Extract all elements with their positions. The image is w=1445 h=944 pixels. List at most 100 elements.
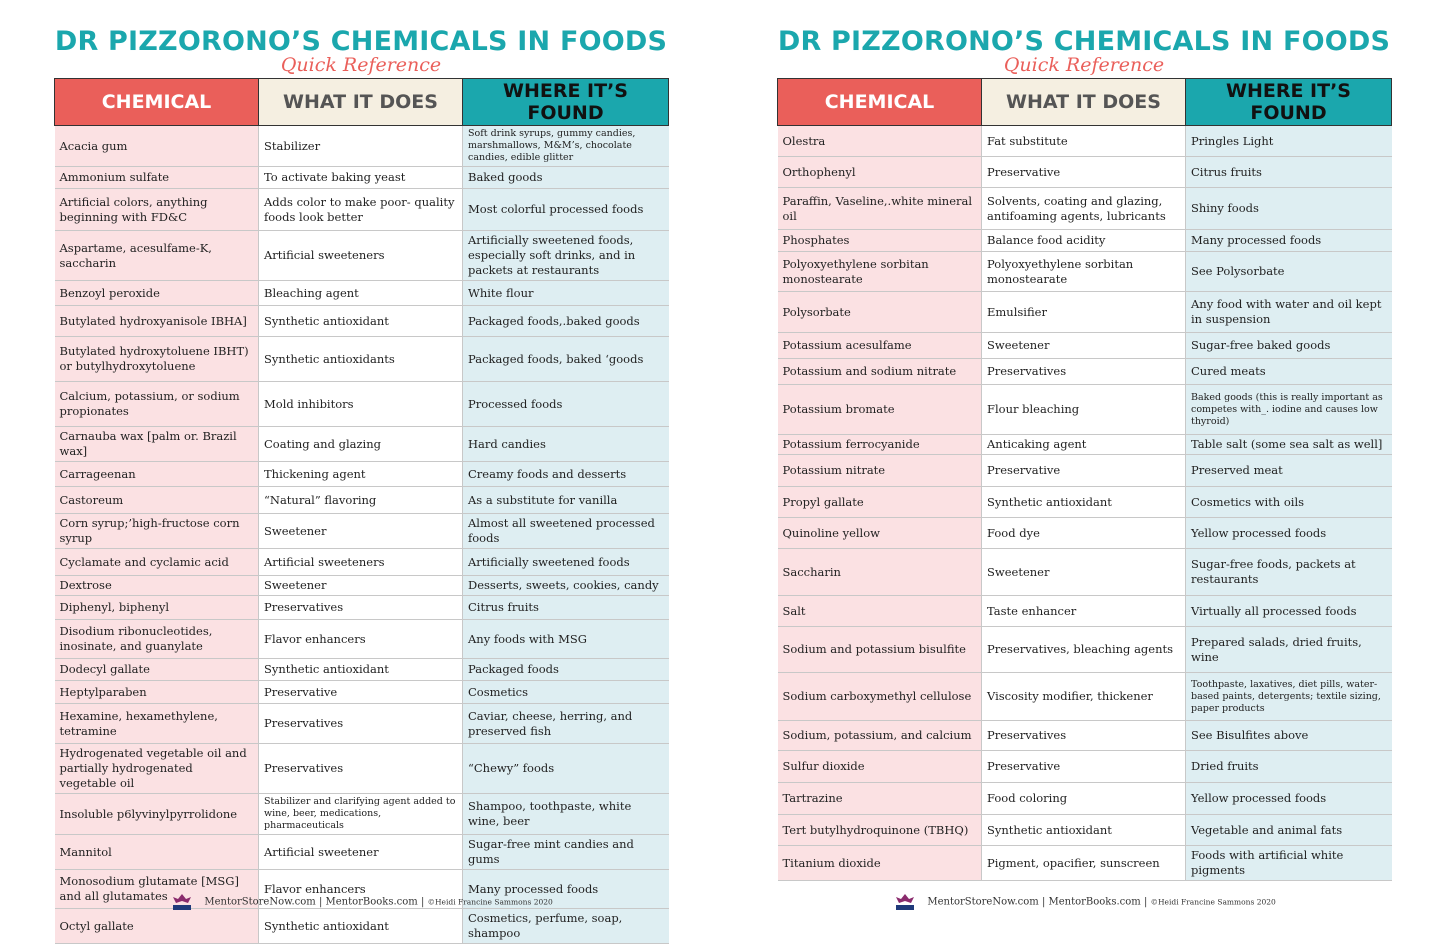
source-cell: Preserved meat — [1185, 454, 1392, 487]
source-cell: Caviar, cheese, herring, and preserved f… — [462, 703, 669, 744]
source-cell: Cosmetics, perfume, soap, shampoo — [462, 908, 669, 944]
source-cell: Artificially sweetened foods — [462, 548, 669, 576]
function-cell: Flavor enhancers — [258, 869, 463, 909]
source-cell: Dried fruits — [1185, 750, 1392, 783]
source-cell: See Polysorbate — [1185, 251, 1392, 292]
function-cell: Synthetic antioxidant — [258, 305, 463, 337]
source-cell: Foods with artificial white pigments — [1185, 845, 1392, 881]
table-row: Sodium and potassium bisulfite Preservati… — [777, 626, 1392, 673]
table-row: Orthophenyl Preservative Citrus fruits — [777, 156, 1392, 188]
chemical-cell: Calcium, potassium, or sodium propionate… — [54, 381, 259, 427]
function-cell: Stabilizer and clarifying agent added to… — [258, 793, 463, 835]
table-row: Butylated hydroxyanisole IBHA] Synthetic … — [54, 305, 669, 337]
function-cell: Artificial sweeteners — [258, 230, 463, 281]
function-cell: Balance food acidity — [981, 229, 1186, 252]
chemicals-table: CHEMICAL WHAT IT DOES WHERE IT’S FOUND A… — [54, 78, 669, 944]
page-title: DR PIZZORONO’S CHEMICALS IN FOODS — [54, 26, 668, 57]
source-cell: Desserts, sweets, cookies, candy — [462, 575, 669, 596]
table-row: Sulfur dioxide Preservative Dried fruits — [777, 750, 1392, 783]
table-row: Olestra Fat substitute Pringles Light — [777, 125, 1392, 157]
table-row: Calcium, potassium, or sodium propionate… — [54, 381, 669, 427]
table-row: Sodium, potassium, and calcium Preservati… — [777, 720, 1392, 751]
chemical-cell: Phosphates — [777, 229, 982, 252]
chemicals-table: CHEMICAL WHAT IT DOES WHERE IT’S FOUND O… — [777, 78, 1392, 881]
mentor-books-logo-icon — [896, 894, 915, 910]
function-cell: Artificial sweetener — [258, 834, 463, 870]
source-cell: Sugar-free mint candies and gums — [462, 834, 669, 870]
function-cell: Preservatives, bleaching agents — [981, 626, 1186, 673]
right-page: DR PIZZORONO’S CHEMICALS IN FOODS Quick … — [777, 0, 1392, 910]
source-cell: Yellow processed foods — [1185, 517, 1392, 549]
table-row: Tartrazine Food coloring Yellow processed … — [777, 782, 1392, 815]
source-cell: Yellow processed foods — [1185, 782, 1392, 815]
function-cell: “Natural” flavoring — [258, 486, 463, 514]
chemical-cell: Hexamine, hexamethylene, tetramine — [54, 703, 259, 744]
chemical-cell: Dextrose — [54, 575, 259, 596]
chemical-cell: Benzoyl peroxide — [54, 280, 259, 306]
page-subtitle: Quick Reference — [1003, 54, 1165, 76]
chemical-cell: Cyclamate and cyclamic acid — [54, 548, 259, 576]
table-row: Propyl gallate Synthetic antioxidant Cosme… — [777, 486, 1392, 518]
table-row: Disodium ribonucleotides, inosinate, and… — [54, 619, 669, 659]
source-cell: Hard candies — [462, 426, 669, 462]
function-cell: Anticaking agent — [981, 434, 1186, 455]
table-row: Salt Taste enhancer Virtually all processe… — [777, 595, 1392, 627]
source-cell: Shampoo, toothpaste, white wine, beer — [462, 793, 669, 835]
table-row: Potassium ferrocyanide Anticaking agent Ta… — [777, 434, 1392, 455]
chemical-cell: Insoluble p6lyvinylpyrrolidone — [54, 793, 259, 835]
chemical-cell: Carnauba wax [palm or. Brazil wax] — [54, 426, 259, 462]
left-page: DR PIZZORONO’S CHEMICALS IN FOODS Quick … — [54, 0, 669, 944]
function-cell: Food coloring — [981, 782, 1186, 815]
source-cell: Citrus fruits — [462, 595, 669, 620]
source-cell: Cosmetics with oils — [1185, 486, 1392, 518]
chemical-cell: Heptylparaben — [54, 680, 259, 704]
table-body: Olestra Fat substitute Pringles Light Ortho… — [777, 125, 1392, 881]
table-row: Sodium carboxymethyl cellulose Viscosity … — [777, 672, 1392, 721]
source-cell: Soft drink syrups, gummy candies, marshm… — [462, 125, 669, 167]
function-cell: Preservatives — [981, 720, 1186, 751]
footer-text: MentorStoreNow.com | MentorBooks.com | — [927, 896, 1151, 908]
function-cell: Bleaching agent — [258, 280, 463, 306]
source-cell: Virtually all processed foods — [1185, 595, 1392, 627]
source-cell: Baked goods — [462, 166, 669, 189]
chemical-cell: Potassium acesulfame — [777, 332, 982, 359]
chemical-cell: Sodium carboxymethyl cellulose — [777, 672, 982, 721]
footer-copyright: ©Heidi Francine Sammons 2020 — [427, 897, 553, 907]
function-cell: Fat substitute — [981, 125, 1186, 157]
function-cell: Preservative — [981, 156, 1186, 188]
function-cell: Sweetener — [258, 513, 463, 549]
table-row: Polyoxyethylene sorbitan monostearate Pol… — [777, 251, 1392, 292]
chemical-cell: Potassium ferrocyanide — [777, 434, 982, 455]
function-cell: Synthetic antioxidant — [981, 814, 1186, 846]
chemical-cell: Orthophenyl — [777, 156, 982, 188]
chemical-cell: Carrageenan — [54, 461, 259, 487]
function-cell: Preservative — [258, 680, 463, 704]
source-cell: Any foods with MSG — [462, 619, 669, 659]
function-cell: Mold inhibitors — [258, 381, 463, 427]
table-row: Castoreum “Natural” flavoring As a substit… — [54, 486, 669, 514]
function-cell: Preservatives — [258, 595, 463, 620]
chemical-cell: Polyoxyethylene sorbitan monostearate — [777, 251, 982, 292]
chemical-cell: Acacia gum — [54, 125, 259, 167]
source-cell: Processed foods — [462, 381, 669, 427]
chemical-cell: Tert butylhydroquinone (TBHQ) — [777, 814, 982, 846]
source-cell: Sugar-free baked goods — [1185, 332, 1392, 359]
table-row: Butylated hydroxytoluene IBHT) or butylh… — [54, 336, 669, 382]
table-row: Potassium and sodium nitrate Preservative… — [777, 358, 1392, 385]
chemical-cell: Disodium ribonucleotides, inosinate, and… — [54, 619, 259, 659]
function-cell: Preservative — [981, 454, 1186, 487]
chemical-cell: Dodecyl gallate — [54, 658, 259, 681]
table-row: Tert butylhydroquinone (TBHQ) Synthetic a… — [777, 814, 1392, 846]
function-cell: Viscosity modifier, thickener — [981, 672, 1186, 721]
chemical-cell: Artificial colors, anything beginning wi… — [54, 188, 259, 231]
table-row: Potassium bromate Flour bleaching Baked go… — [777, 384, 1392, 435]
function-cell: Thickening agent — [258, 461, 463, 487]
header-where-found: WHERE IT’S FOUND — [462, 78, 669, 126]
header-what-it-does: WHAT IT DOES — [258, 78, 463, 126]
source-cell: Sugar-free foods, packets at restaurants — [1185, 548, 1392, 596]
chemical-cell: Butylated hydroxytoluene IBHT) or butylh… — [54, 336, 259, 382]
table-row: Artificial colors, anything beginning wi… — [54, 188, 669, 231]
chemical-cell: Propyl gallate — [777, 486, 982, 518]
table-row: Titanium dioxide Pigment, opacifier, suns… — [777, 845, 1392, 881]
table-row: Ammonium sulfate To activate baking yeast… — [54, 166, 669, 189]
